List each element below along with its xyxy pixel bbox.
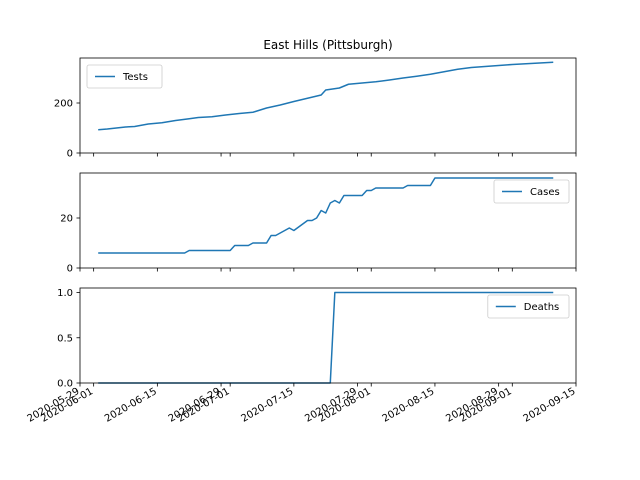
legend-label-tests: Tests <box>122 72 148 83</box>
y-tick-label: 0.5 <box>57 333 73 344</box>
axes-frame-1 <box>79 57 577 154</box>
legend-1: Tests <box>86 64 163 89</box>
series-line-tests <box>98 61 554 131</box>
legend-box <box>493 179 570 204</box>
subplot-1: 0 200 Tests <box>54 57 577 160</box>
y-tick-label: 1.0 <box>57 288 73 299</box>
legend-box <box>487 294 570 319</box>
y-tick-label: 20 <box>60 214 73 225</box>
legend-label-deaths: Deaths <box>524 302 559 313</box>
axes-frame-3 <box>79 287 577 384</box>
y-tick-label: 0 <box>67 149 73 160</box>
y-tick-label: 0.0 <box>57 379 73 390</box>
legend-box <box>86 64 163 89</box>
subplot-3: 0.0 0.5 1.0 Deaths <box>57 287 577 390</box>
legend-3: Deaths <box>487 294 570 319</box>
chart-title: East Hills (Pittsburgh) <box>263 38 392 52</box>
legend-2: Cases <box>493 179 570 204</box>
legend-label-cases: Cases <box>530 187 560 198</box>
series-line-cases <box>98 177 554 254</box>
y-tick-label: 0 <box>67 264 73 275</box>
subplots: 0 200 Tests 0 20 Cases 0.0 0.5 1.0 Deaths <box>54 57 577 390</box>
y-tick-label: 200 <box>54 99 73 110</box>
axes-frame-2 <box>79 172 577 269</box>
subplot-2: 0 20 Cases <box>60 172 577 275</box>
